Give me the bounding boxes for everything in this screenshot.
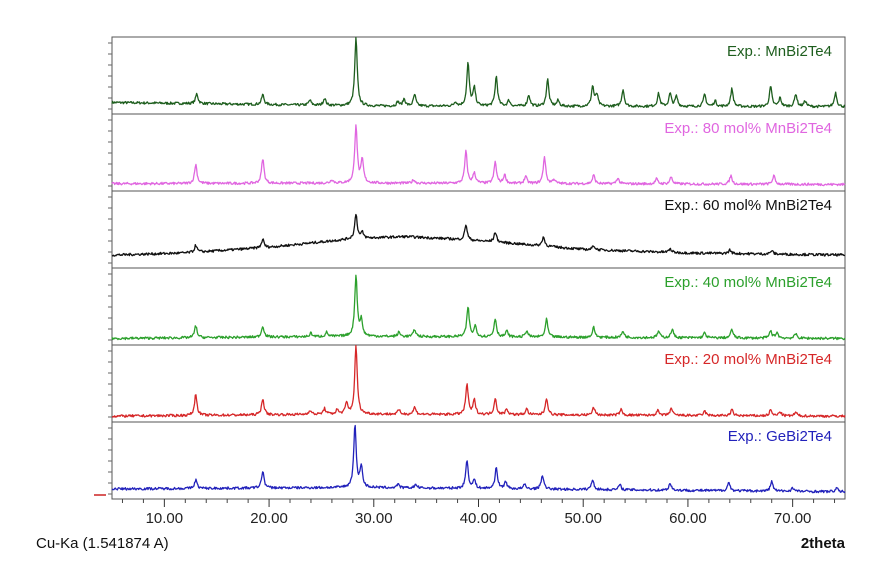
series-line: [111, 213, 846, 257]
series-line: [111, 37, 846, 109]
panels-layer: Exp.: MnBi2Te4 Exp.: 80 mol% MnBi2Te4 Exp.…: [108, 36, 846, 500]
x-tick-label: 10.00: [146, 510, 184, 527]
legend-label: Exp.: 80 mol% MnBi2Te4: [664, 120, 832, 137]
x-tick-label: 40.00: [460, 510, 498, 527]
x-tick-label: 60.00: [669, 510, 707, 527]
x-tick-label: 70.00: [774, 510, 812, 527]
legend-label: Exp.: GeBi2Te4: [728, 428, 832, 445]
x-axis-label: 2theta: [801, 535, 846, 552]
x-tick-label: 30.00: [355, 510, 393, 527]
source-label: Cu-Ka (1.541874 A): [36, 535, 169, 552]
series-line: [111, 274, 846, 341]
series-line: [111, 124, 846, 187]
x-tick-label: 20.00: [250, 510, 288, 527]
series-line: [111, 424, 846, 494]
legend-label: Exp.: MnBi2Te4: [727, 43, 832, 60]
legend-label: Exp.: 20 mol% MnBi2Te4: [664, 351, 832, 368]
legend-label: Exp.: 40 mol% MnBi2Te4: [664, 274, 832, 291]
legend-label: Exp.: 60 mol% MnBi2Te4: [664, 197, 832, 214]
x-axis: 10.00 20.00 30.00 40.00 50.00 60.00 70.00: [94, 494, 836, 527]
x-tick-label: 50.00: [564, 510, 602, 527]
series-line: [111, 345, 846, 418]
